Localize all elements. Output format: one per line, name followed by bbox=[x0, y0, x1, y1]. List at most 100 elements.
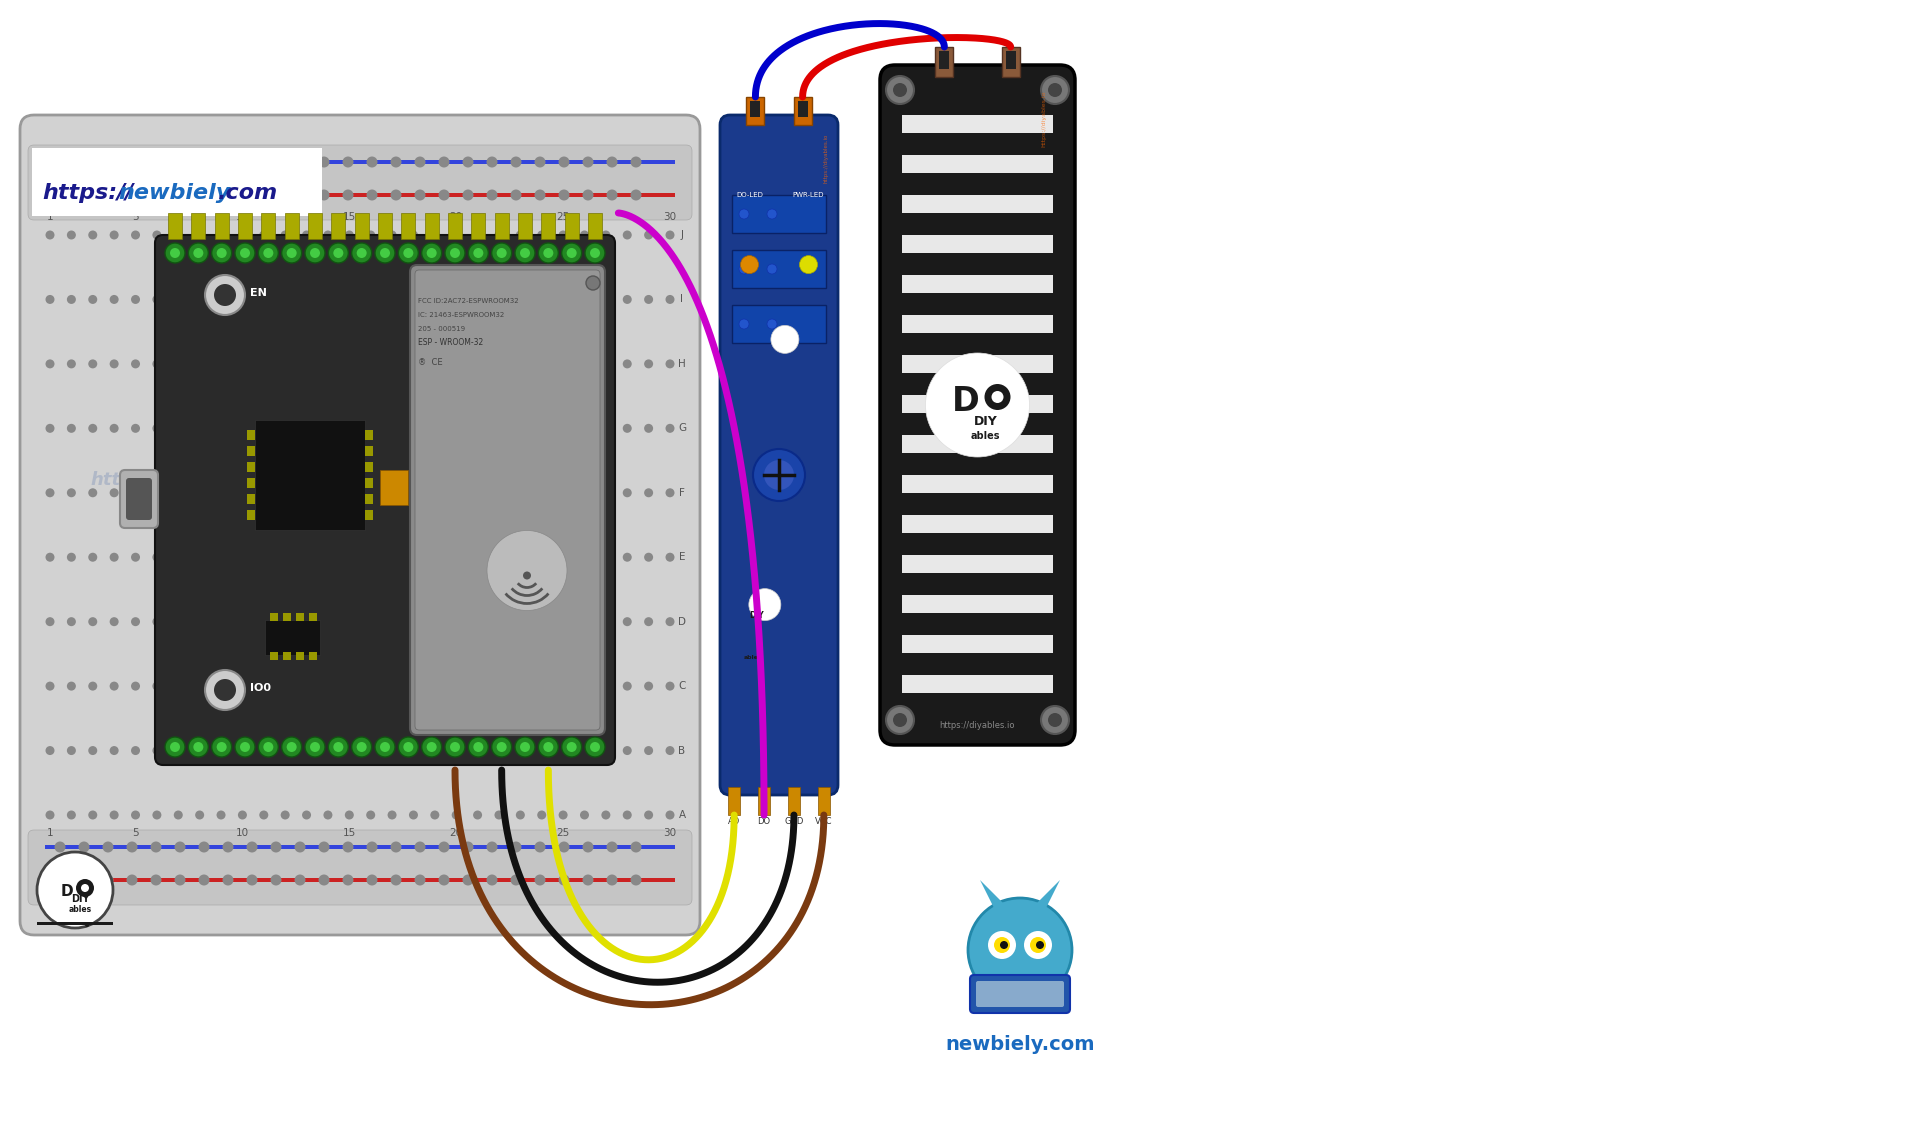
Circle shape bbox=[46, 681, 55, 690]
Circle shape bbox=[799, 256, 816, 274]
Text: 10: 10 bbox=[236, 828, 248, 837]
Circle shape bbox=[88, 230, 97, 240]
Circle shape bbox=[421, 243, 441, 262]
Circle shape bbox=[193, 248, 204, 258]
Circle shape bbox=[452, 746, 460, 755]
Bar bbox=[282, 652, 292, 659]
Circle shape bbox=[559, 681, 566, 690]
Circle shape bbox=[195, 294, 204, 304]
Circle shape bbox=[580, 230, 589, 240]
Circle shape bbox=[559, 230, 566, 240]
Circle shape bbox=[263, 742, 273, 752]
Circle shape bbox=[46, 746, 55, 755]
Circle shape bbox=[215, 746, 225, 755]
Bar bbox=[902, 395, 1053, 413]
Circle shape bbox=[46, 294, 55, 304]
Circle shape bbox=[174, 230, 183, 240]
Text: https://diyables.io: https://diyables.io bbox=[1041, 90, 1047, 146]
Circle shape bbox=[215, 681, 225, 690]
Text: https://: https:// bbox=[42, 183, 133, 203]
Circle shape bbox=[55, 842, 65, 852]
Circle shape bbox=[748, 589, 780, 621]
Circle shape bbox=[473, 294, 482, 304]
Circle shape bbox=[494, 294, 503, 304]
Circle shape bbox=[580, 746, 589, 755]
Circle shape bbox=[132, 359, 139, 369]
Circle shape bbox=[431, 810, 439, 819]
Circle shape bbox=[601, 230, 610, 240]
Circle shape bbox=[538, 552, 545, 561]
Circle shape bbox=[280, 681, 290, 690]
Circle shape bbox=[666, 359, 675, 369]
Text: VCC: VCC bbox=[814, 817, 831, 825]
Circle shape bbox=[473, 810, 482, 819]
Circle shape bbox=[492, 737, 511, 756]
Bar bbox=[757, 787, 770, 815]
Circle shape bbox=[215, 488, 225, 497]
Circle shape bbox=[240, 742, 250, 752]
Circle shape bbox=[259, 746, 269, 755]
Circle shape bbox=[215, 617, 225, 626]
Circle shape bbox=[195, 810, 204, 819]
Circle shape bbox=[753, 450, 805, 501]
Circle shape bbox=[238, 488, 246, 497]
Circle shape bbox=[151, 874, 162, 885]
Circle shape bbox=[366, 617, 376, 626]
Circle shape bbox=[1036, 941, 1043, 949]
Circle shape bbox=[153, 294, 162, 304]
Circle shape bbox=[666, 294, 675, 304]
Circle shape bbox=[494, 423, 503, 432]
Circle shape bbox=[103, 842, 113, 852]
Bar bbox=[902, 594, 1053, 613]
Circle shape bbox=[767, 209, 776, 219]
Circle shape bbox=[452, 810, 460, 819]
Bar bbox=[902, 115, 1053, 133]
Bar bbox=[46, 879, 675, 882]
FancyBboxPatch shape bbox=[120, 470, 158, 528]
Circle shape bbox=[301, 681, 311, 690]
Circle shape bbox=[666, 617, 675, 626]
Bar bbox=[307, 213, 322, 238]
Circle shape bbox=[582, 189, 593, 201]
Circle shape bbox=[511, 189, 521, 201]
Circle shape bbox=[132, 294, 139, 304]
Circle shape bbox=[132, 488, 139, 497]
Circle shape bbox=[1047, 83, 1062, 97]
Circle shape bbox=[999, 941, 1007, 949]
Circle shape bbox=[67, 423, 76, 432]
Bar bbox=[238, 213, 252, 238]
Text: A: A bbox=[679, 810, 685, 820]
Text: PWR-LED: PWR-LED bbox=[791, 192, 824, 197]
Circle shape bbox=[538, 230, 545, 240]
Circle shape bbox=[414, 156, 425, 168]
Text: 15: 15 bbox=[343, 828, 357, 837]
Circle shape bbox=[486, 531, 566, 610]
Bar bbox=[902, 636, 1053, 653]
Circle shape bbox=[559, 842, 568, 852]
Circle shape bbox=[1030, 937, 1045, 953]
Circle shape bbox=[580, 681, 589, 690]
Circle shape bbox=[559, 617, 566, 626]
Bar bbox=[364, 510, 372, 520]
Text: DIY: DIY bbox=[973, 415, 997, 428]
Circle shape bbox=[235, 737, 256, 756]
Circle shape bbox=[280, 746, 290, 755]
Circle shape bbox=[174, 294, 183, 304]
Circle shape bbox=[294, 842, 305, 852]
Circle shape bbox=[345, 230, 353, 240]
Circle shape bbox=[366, 552, 376, 561]
Circle shape bbox=[366, 842, 378, 852]
Circle shape bbox=[1041, 76, 1068, 104]
Circle shape bbox=[387, 681, 397, 690]
Circle shape bbox=[582, 874, 593, 885]
Circle shape bbox=[606, 189, 618, 201]
Circle shape bbox=[109, 617, 118, 626]
Circle shape bbox=[280, 488, 290, 497]
Circle shape bbox=[515, 243, 534, 262]
Text: .com: .com bbox=[217, 183, 278, 203]
Bar bbox=[364, 478, 372, 488]
Circle shape bbox=[452, 617, 460, 626]
Circle shape bbox=[645, 810, 652, 819]
Circle shape bbox=[324, 488, 332, 497]
Circle shape bbox=[408, 617, 418, 626]
